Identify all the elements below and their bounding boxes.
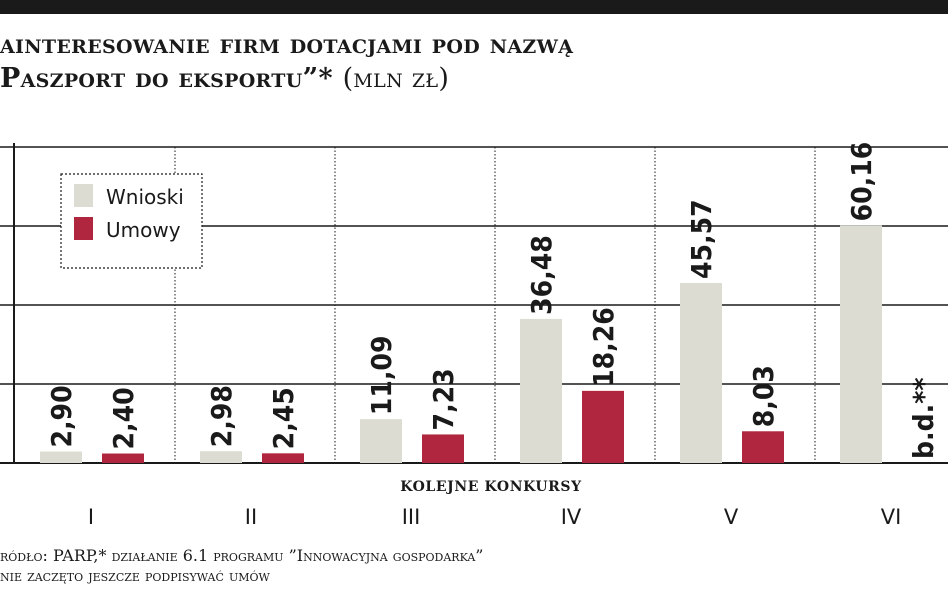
- data-label-wnioski: 2,98: [205, 385, 238, 447]
- x-tick-label: III: [402, 505, 421, 529]
- legend-swatch-umowy: [74, 217, 93, 240]
- bar-wnioski: [360, 419, 402, 463]
- data-label-umowy: b.d.**: [907, 377, 940, 459]
- bar-umowy: [422, 434, 464, 463]
- title-unit: (mln zł): [342, 63, 450, 94]
- x-tick-label: V: [724, 505, 739, 529]
- footnote: nie zaczęto jeszcze podpisywać umów: [0, 566, 270, 585]
- bar-wnioski: [520, 318, 562, 463]
- title-line-2-text: Paszport do eksportu”*: [0, 63, 333, 94]
- data-label-umowy: 2,40: [107, 387, 140, 449]
- bar-umowy: [102, 453, 144, 463]
- bar-wnioski: [40, 451, 82, 463]
- source-note: ródło: PARP,* działanie 6.1 programu ”In…: [0, 546, 484, 565]
- legend-label-umowy: Umowy: [106, 218, 181, 242]
- data-label-wnioski: 45,57: [685, 199, 718, 279]
- bar-wnioski: [840, 225, 882, 463]
- x-tick-label: II: [245, 505, 257, 529]
- bar-wnioski: [680, 282, 722, 463]
- data-label-wnioski: 11,09: [365, 336, 398, 416]
- data-label-wnioski: 2,90: [45, 385, 78, 447]
- data-label-umowy: 2,45: [267, 387, 300, 449]
- title-line-2: Paszport do eksportu”* (mln zł): [0, 62, 948, 96]
- data-label-wnioski: 60,16: [845, 142, 878, 222]
- x-tick-label: VI: [881, 505, 902, 529]
- data-label-umowy: 7,23: [427, 368, 460, 430]
- bar-umowy: [742, 431, 784, 463]
- chart-title: ainteresowanie firm dotacjami pod nazwą …: [0, 28, 948, 96]
- bar-umowy: [582, 390, 624, 463]
- bar-umowy: [262, 453, 304, 463]
- x-axis-title: KOLEJNE KONKURSY: [400, 479, 582, 495]
- legend-label-wnioski: Wnioski: [106, 185, 184, 209]
- top-bar: [0, 0, 948, 14]
- legend-swatch-wnioski: [74, 184, 93, 207]
- data-label-umowy: 8,03: [747, 365, 780, 427]
- data-label-umowy: 18,26: [587, 307, 620, 387]
- chart-footer: ródło: PARP,* działanie 6.1 programu ”In…: [0, 546, 948, 586]
- bar-wnioski: [200, 451, 242, 463]
- title-line-1: ainteresowanie firm dotacjami pod nazwą: [0, 29, 574, 60]
- data-label-wnioski: 36,48: [525, 235, 558, 315]
- x-tick-label: IV: [561, 505, 582, 529]
- x-tick-label: I: [88, 505, 94, 529]
